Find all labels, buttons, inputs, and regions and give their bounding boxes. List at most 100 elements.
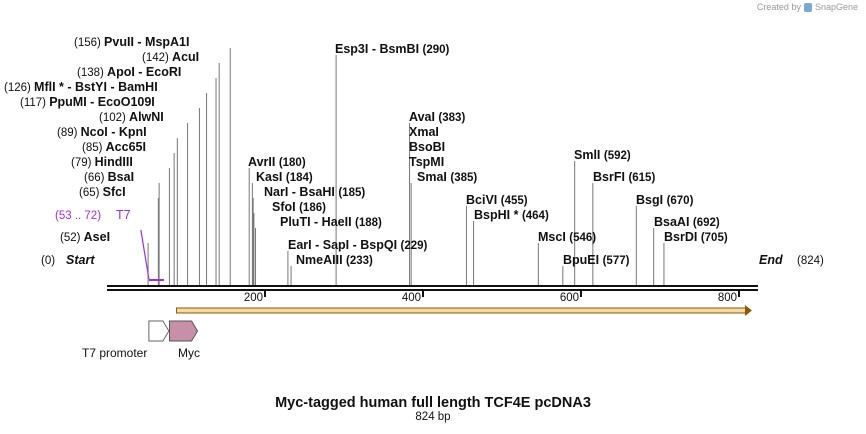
enzyme-position: (142) [142,52,172,64]
feature-arrow [148,320,170,342]
enzyme-label: BciVI (455) [466,193,528,207]
ruler-tick-label: 800 [718,292,737,304]
enzyme-position: (185) [338,187,365,199]
enzyme-name: BpuEI [563,253,603,267]
enzyme-position: (65) [79,187,103,199]
enzyme-label: (89) NcoI - KpnI [57,125,147,139]
enzyme-label: AvrII (180) [248,155,306,169]
ruler-tick-label: 400 [402,292,421,304]
enzyme-position: (126) [4,82,34,94]
end-label: End [759,253,783,267]
enzyme-label: (52) AseI [60,230,110,244]
enzyme-name: BsoBI [409,140,445,154]
enzyme-position: (546) [569,232,596,244]
plasmid-length: 824 bp [415,411,451,423]
enzyme-label: BsgI (670) [636,193,694,207]
enzyme-label: AvaI (383) [409,110,465,124]
enzyme-label: NmeAIII (233) [296,253,373,267]
snapgene-credit: Created by SnapGene [757,2,858,12]
enzyme-name: EarI - SapI - BspQI [288,238,401,252]
enzyme-label: (102) AlwNI [99,110,164,124]
enzyme-position: (385) [450,172,477,184]
enzyme-label: SmaI (385) [417,170,477,184]
ruler-tick-label: 600 [560,292,579,304]
enzyme-label: BsoBI [409,140,445,154]
enzyme-name: NmeAIII [296,253,346,267]
enzyme-position: (117) [20,97,49,109]
credit-prefix: Created by [756,2,801,12]
enzyme-label: (142) AcuI [142,50,199,64]
enzyme-position: (79) [71,157,95,169]
enzyme-name: SfcI [103,185,126,199]
enzyme-label: XmaI [409,125,439,139]
enzyme-name: AvrII [248,155,279,169]
enzyme-position: (138) [77,67,107,79]
enzyme-position: (464) [522,210,549,222]
enzyme-label: EarI - SapI - BspQI (229) [288,238,428,252]
enzyme-label: (156) PvuII - MspA1I [74,35,189,49]
enzyme-position: (66) [84,172,108,184]
enzyme-position: (102) [99,112,129,124]
start-position: (0) [41,255,55,267]
enzyme-label: Esp3I - BsmBI (290) [335,42,450,56]
enzyme-name: NcoI - KpnI [81,125,147,139]
orf-layer [176,305,752,316]
enzyme-name: NarI - BsaHI [264,185,338,199]
snapgene-logo-icon [803,2,812,12]
enzyme-label: NarI - BsaHI (185) [264,185,365,199]
enzyme-name: PpuMI - EcoO109I [49,95,155,109]
enzyme-label: TspMI [409,155,444,169]
enzyme-position: (52) [60,232,84,244]
feature-label: T7 promoter [82,346,147,360]
enzyme-position: (692) [693,217,720,229]
enzyme-position: (186) [299,202,326,214]
enzyme-name: BciVI [466,193,501,207]
enzyme-position: (188) [355,217,382,229]
enzyme-label: (79) HindIII [71,155,133,169]
enzyme-name: PluTI - HaeII [280,215,355,229]
enzyme-label: (126) MflI * - BstYI - BamHI [4,80,158,94]
enzyme-label: (138) ApoI - EcoRI [77,65,181,79]
enzyme-label: BsrFI (615) [593,170,655,184]
feature-arrow [169,320,199,342]
enzyme-position: (156) [74,37,104,49]
orf-arrowhead [744,305,752,316]
enzyme-name: BsrFI [593,170,628,184]
enzyme-label: SfoI (186) [272,200,326,214]
ruler: 200 400 600 800 (0) Start End (824) [41,253,824,304]
enzyme-label: BspHI * (464) [474,208,549,222]
enzyme-label: (65) SfcI [79,185,126,199]
enzyme-name: SfoI [272,200,299,214]
enzyme-name: KasI [256,170,286,184]
enzyme-name: BsrDI [664,230,701,244]
start-label: Start [66,253,95,267]
enzyme-position: (233) [346,255,373,267]
enzyme-name: AvaI [409,110,438,124]
enzyme-name: XmaI [409,125,439,139]
primer-leader-line [140,229,150,280]
enzyme-label: (85) Acc65I [82,140,146,154]
enzyme-name: BspHI * [474,208,522,222]
enzyme-position: (229) [401,240,428,252]
enzyme-position: (592) [604,150,631,162]
enzyme-label: SmlI (592) [574,148,631,162]
enzyme-name: AlwNI [129,110,164,124]
enzyme-label: (66) BsaI [84,170,134,184]
enzyme-name: MscI [538,230,569,244]
enzyme-name: PvuII - MspA1I [104,35,189,49]
enzyme-label: MscI (546) [538,230,596,244]
enzyme-label: BpuEI (577) [563,253,630,267]
enzyme-name: Esp3I - BsmBI [335,42,423,56]
enzyme-name: SmlI [574,148,604,162]
enzyme-label: PluTI - HaeII (188) [280,215,382,229]
enzyme-position: (180) [279,157,306,169]
enzyme-label: BsaAI (692) [654,215,720,229]
feature-label: Myc [178,346,200,360]
enzyme-position: (670) [667,195,694,207]
end-position: (824) [797,255,824,267]
enzyme-name: BsaAI [654,215,693,229]
enzyme-position: (383) [438,112,465,124]
plasmid-name: Myc-tagged human full length TCF4E pcDNA… [275,395,591,411]
enzyme-name: SmaI [417,170,450,184]
